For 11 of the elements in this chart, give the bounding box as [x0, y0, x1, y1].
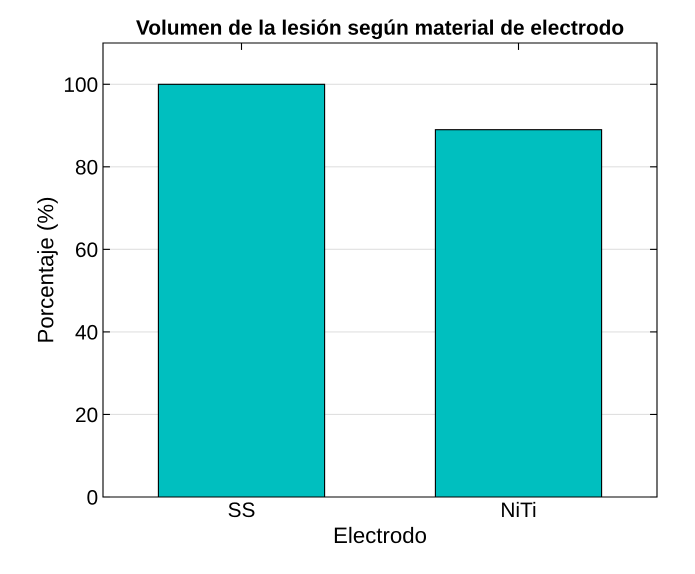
- x-tick-label: SS: [228, 502, 254, 518]
- y-axis-title: Porcentaje (%): [37, 198, 58, 342]
- chart-title: Volumen de la lesión según material de electrodo: [136, 19, 624, 40]
- y-tick-label: 60: [76, 242, 98, 258]
- y-tick-label: 20: [76, 407, 98, 422]
- y-tick-label: 100: [64, 77, 98, 92]
- y-tick-label: 0: [87, 490, 98, 505]
- y-tick-label: 40: [75, 324, 98, 340]
- y-tick-label: 80: [76, 160, 98, 175]
- x-axis-title: Electrodo: [334, 526, 426, 544]
- x-tick-label: NiTi: [502, 502, 536, 517]
